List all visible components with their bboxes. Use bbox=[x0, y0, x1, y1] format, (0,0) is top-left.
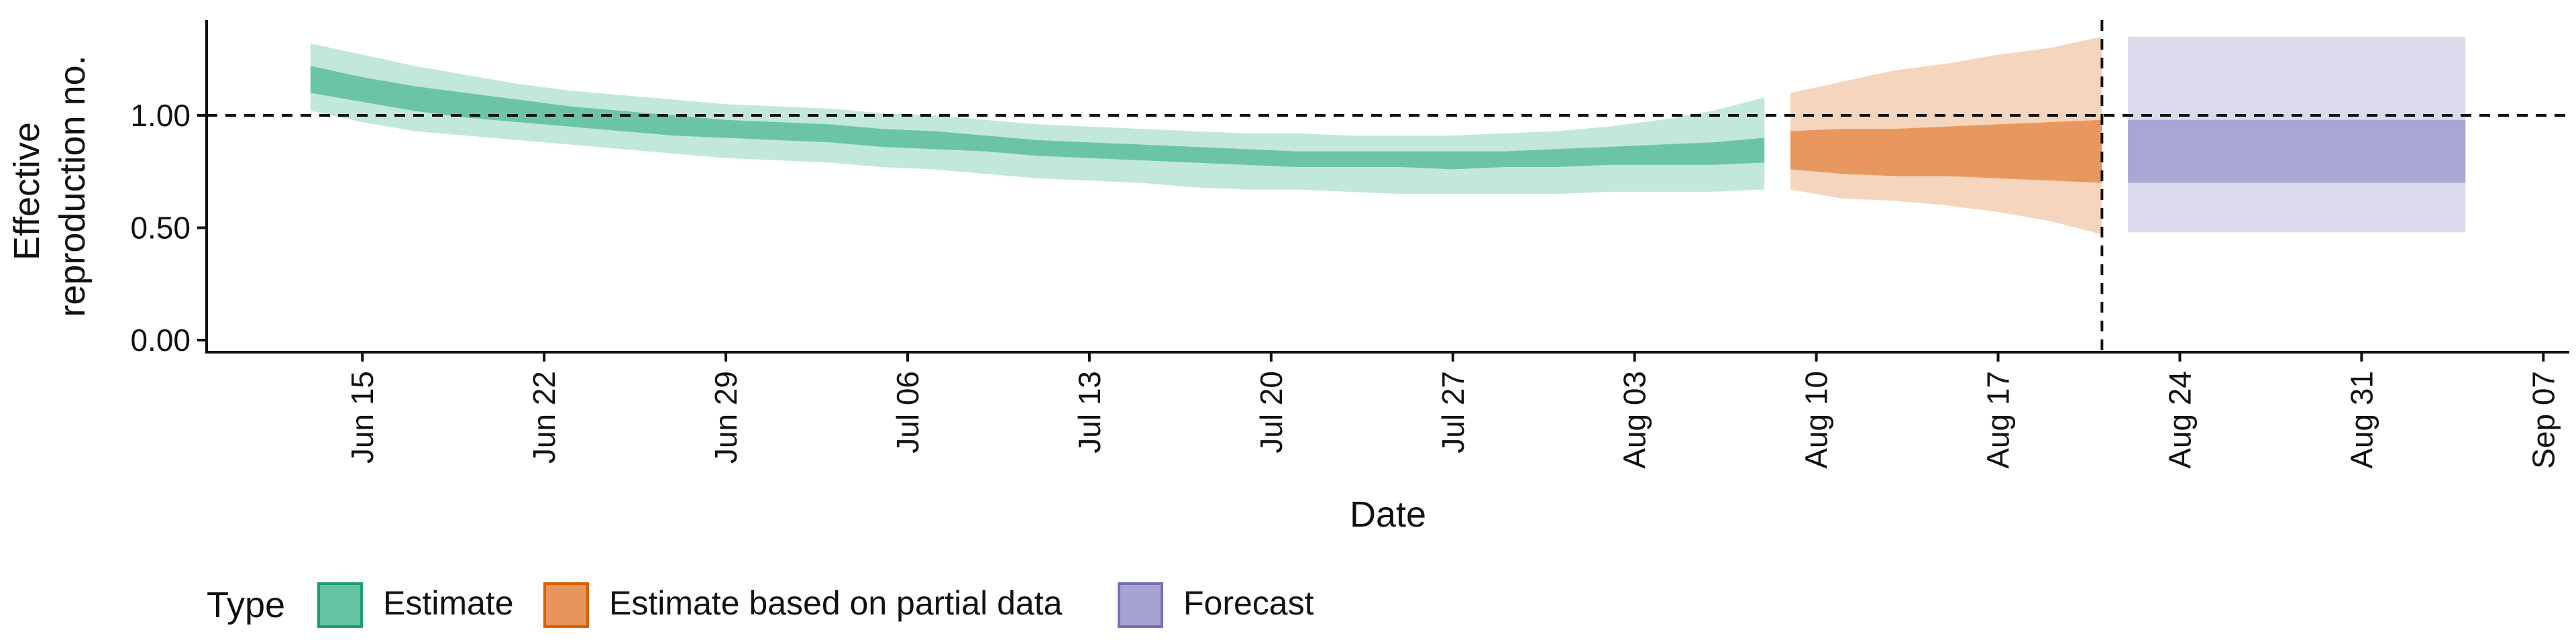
y-tick-label: 1.00 bbox=[130, 98, 191, 133]
x-tick-label: Jul 27 bbox=[1436, 371, 1470, 453]
y-ticks: 0.00 0.50 1.00 bbox=[130, 98, 207, 358]
legend-key-forecast bbox=[1118, 582, 1163, 628]
y-tick-label: 0.50 bbox=[130, 211, 191, 246]
y-axis-title-line-2: reproduction no. bbox=[52, 55, 93, 317]
legend-label-estimate-based-on-partial-data: Estimate based on partial data bbox=[609, 584, 1063, 622]
x-tick-label: Aug 24 bbox=[2162, 371, 2197, 469]
x-tick-label: Jul 13 bbox=[1072, 371, 1107, 453]
x-tick-label: Jul 06 bbox=[890, 371, 925, 453]
ribbon-layer bbox=[310, 36, 2466, 235]
ribbon-50-forecast bbox=[2128, 119, 2466, 183]
legend-label-forecast: Forecast bbox=[1183, 584, 1314, 622]
axes bbox=[205, 20, 2569, 354]
x-tick-label: Aug 17 bbox=[1981, 371, 2016, 469]
x-tick-label: Aug 03 bbox=[1617, 371, 1652, 469]
x-tick-label: Aug 10 bbox=[1799, 371, 1834, 469]
x-tick-label: Jun 22 bbox=[527, 371, 561, 464]
legend-key-estimate-based-on-partial-data bbox=[543, 582, 589, 628]
x-tick-label: Jul 20 bbox=[1254, 371, 1289, 453]
legend-title: Type bbox=[207, 585, 285, 625]
legend: Type Estimate Estimate based on partial d… bbox=[207, 582, 1314, 628]
x-tick-label: Jun 29 bbox=[708, 371, 743, 464]
y-tick-label: 0.00 bbox=[130, 323, 191, 358]
x-tick-label: Sep 07 bbox=[2526, 371, 2561, 469]
x-tick-label: Aug 31 bbox=[2344, 371, 2379, 469]
x-tick-label: Jun 15 bbox=[345, 371, 380, 464]
legend-label-estimate: Estimate bbox=[383, 584, 514, 622]
x-axis-title: Date bbox=[1350, 494, 1426, 535]
y-axis-title: Effective reproduction no. bbox=[7, 55, 93, 317]
ribbon-50-estimate-based-on-partial-data bbox=[1790, 119, 2102, 183]
legend-key-estimate bbox=[317, 582, 363, 628]
y-axis-title-line-1: Effective bbox=[7, 122, 47, 260]
ribbon-50-estimate bbox=[310, 66, 1765, 170]
x-ticks: Jun 15 Jun 22 Jun 29 Jul 06 Jul 13 Jul 20 Jul … bbox=[345, 352, 2561, 469]
